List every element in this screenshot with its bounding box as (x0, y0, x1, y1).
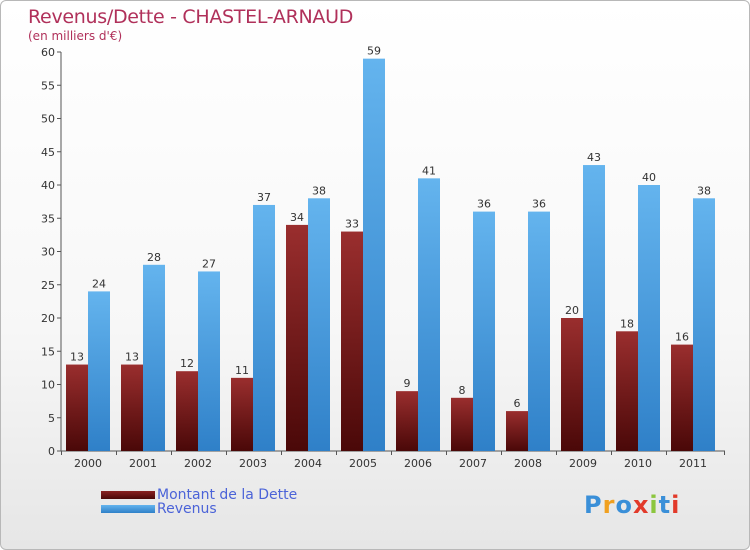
logo-letter: P (584, 491, 603, 519)
data-label-revenue: 41 (422, 164, 436, 177)
x-tick-label: 2007 (459, 457, 487, 470)
data-label-debt: 13 (125, 351, 139, 364)
bar-revenue (473, 211, 495, 451)
bar-debt (561, 318, 583, 451)
data-label-revenue: 37 (257, 191, 271, 204)
data-label-debt: 13 (70, 351, 84, 364)
bar-debt (341, 231, 363, 451)
legend-swatch-debt (101, 491, 155, 499)
data-label-debt: 8 (459, 384, 466, 397)
bar-debt (616, 331, 638, 451)
data-label-debt: 9 (404, 377, 411, 390)
y-tick-label: 10 (41, 379, 55, 392)
x-tick-label: 2008 (514, 457, 542, 470)
bar-debt (451, 397, 473, 451)
x-tick-label: 2009 (569, 457, 597, 470)
data-label-revenue: 40 (642, 171, 656, 184)
bar-revenue (528, 211, 550, 451)
x-tick-label: 2004 (294, 457, 322, 470)
bar-revenue (308, 198, 330, 451)
bar-debt (176, 371, 198, 451)
legend-label-revenue: Revenus (157, 501, 217, 517)
bar-revenue (363, 58, 385, 452)
data-label-debt: 34 (290, 211, 304, 224)
y-tick-label: 40 (41, 179, 55, 192)
data-label-revenue: 36 (532, 198, 546, 211)
bar-revenue (253, 204, 275, 451)
logo-letter: i (649, 491, 659, 519)
data-label-debt: 18 (620, 317, 634, 330)
data-label-revenue: 27 (202, 257, 216, 270)
logo-letter: o (615, 491, 633, 519)
data-label-revenue: 28 (147, 251, 161, 264)
data-label-debt: 11 (235, 364, 249, 377)
data-label-revenue: 59 (367, 45, 381, 58)
legend-swatch-revenue (101, 505, 155, 513)
data-label-debt: 20 (565, 304, 579, 317)
bar-debt (231, 377, 253, 451)
data-label-debt: 12 (180, 357, 194, 370)
bar-debt (506, 411, 528, 451)
legend-label-debt: Montant de la Dette (157, 487, 298, 503)
data-label-revenue: 24 (92, 277, 106, 290)
chart-subtitle: (en milliers d'€) (28, 29, 123, 43)
bar-debt (286, 224, 308, 451)
legend-item-debt: Montant de la Dette (101, 487, 297, 503)
logo-letter: x (632, 491, 650, 519)
data-label-debt: 6 (514, 397, 521, 410)
y-tick-label: 55 (41, 79, 55, 92)
x-tick-label: 2011 (679, 457, 707, 470)
logo-letter: i (671, 491, 681, 519)
data-label-revenue: 38 (697, 184, 711, 197)
y-tick-label: 60 (41, 46, 55, 59)
y-tick-label: 5 (48, 412, 55, 425)
y-tick-label: 35 (41, 212, 55, 225)
bar-debt (396, 391, 418, 451)
data-label-revenue: 43 (587, 151, 601, 164)
data-label-debt: 16 (675, 331, 689, 344)
x-tick-label: 2002 (184, 457, 212, 470)
bar-revenue (418, 178, 440, 451)
x-tick-label: 2003 (239, 457, 267, 470)
logo-letter: t (658, 491, 672, 519)
data-label-debt: 33 (345, 218, 359, 231)
data-label-revenue: 36 (477, 198, 491, 211)
chart-title: Revenus/Dette - CHASTEL-ARNAUD (28, 6, 354, 28)
x-tick-label: 2001 (129, 457, 157, 470)
logo-letter: r (602, 491, 616, 519)
x-tick-label: 2000 (74, 457, 102, 470)
bar-debt (66, 364, 88, 451)
bar-revenue (143, 264, 165, 451)
data-label-revenue: 38 (312, 184, 326, 197)
y-tick-label: 30 (41, 246, 55, 259)
y-tick-label: 0 (48, 445, 55, 458)
bar-revenue (88, 291, 110, 451)
bar-revenue (198, 271, 220, 451)
bar-revenue (693, 198, 715, 451)
x-tick-label: 2005 (349, 457, 377, 470)
y-tick-label: 45 (41, 146, 55, 159)
bar-revenue (638, 185, 660, 451)
y-tick-label: 15 (41, 345, 55, 358)
proxiti-logo: Proxiti (584, 491, 680, 519)
x-tick-label: 2006 (404, 457, 432, 470)
y-tick-label: 50 (41, 113, 55, 126)
bar-debt (121, 364, 143, 451)
bar-debt (671, 344, 693, 451)
bar-revenue (583, 165, 605, 452)
y-tick-label: 25 (41, 279, 55, 292)
legend-item-revenue: Revenus (101, 501, 217, 517)
y-tick-label: 20 (41, 312, 55, 325)
x-tick-label: 2010 (624, 457, 652, 470)
